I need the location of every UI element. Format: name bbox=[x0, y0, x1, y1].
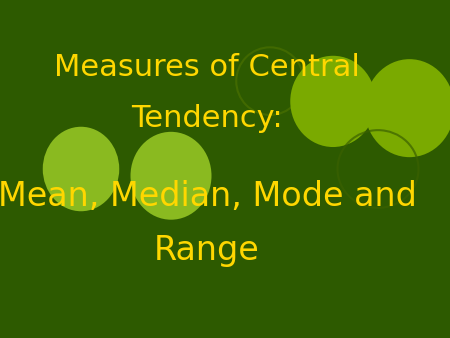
Text: Mean, Median, Mode and: Mean, Median, Mode and bbox=[0, 179, 416, 213]
Text: Range: Range bbox=[154, 234, 260, 267]
Ellipse shape bbox=[130, 132, 212, 220]
Text: Tendency:: Tendency: bbox=[131, 104, 283, 133]
Ellipse shape bbox=[290, 56, 376, 147]
Ellipse shape bbox=[43, 127, 119, 211]
Ellipse shape bbox=[364, 59, 450, 157]
Text: Measures of Central: Measures of Central bbox=[54, 53, 360, 82]
